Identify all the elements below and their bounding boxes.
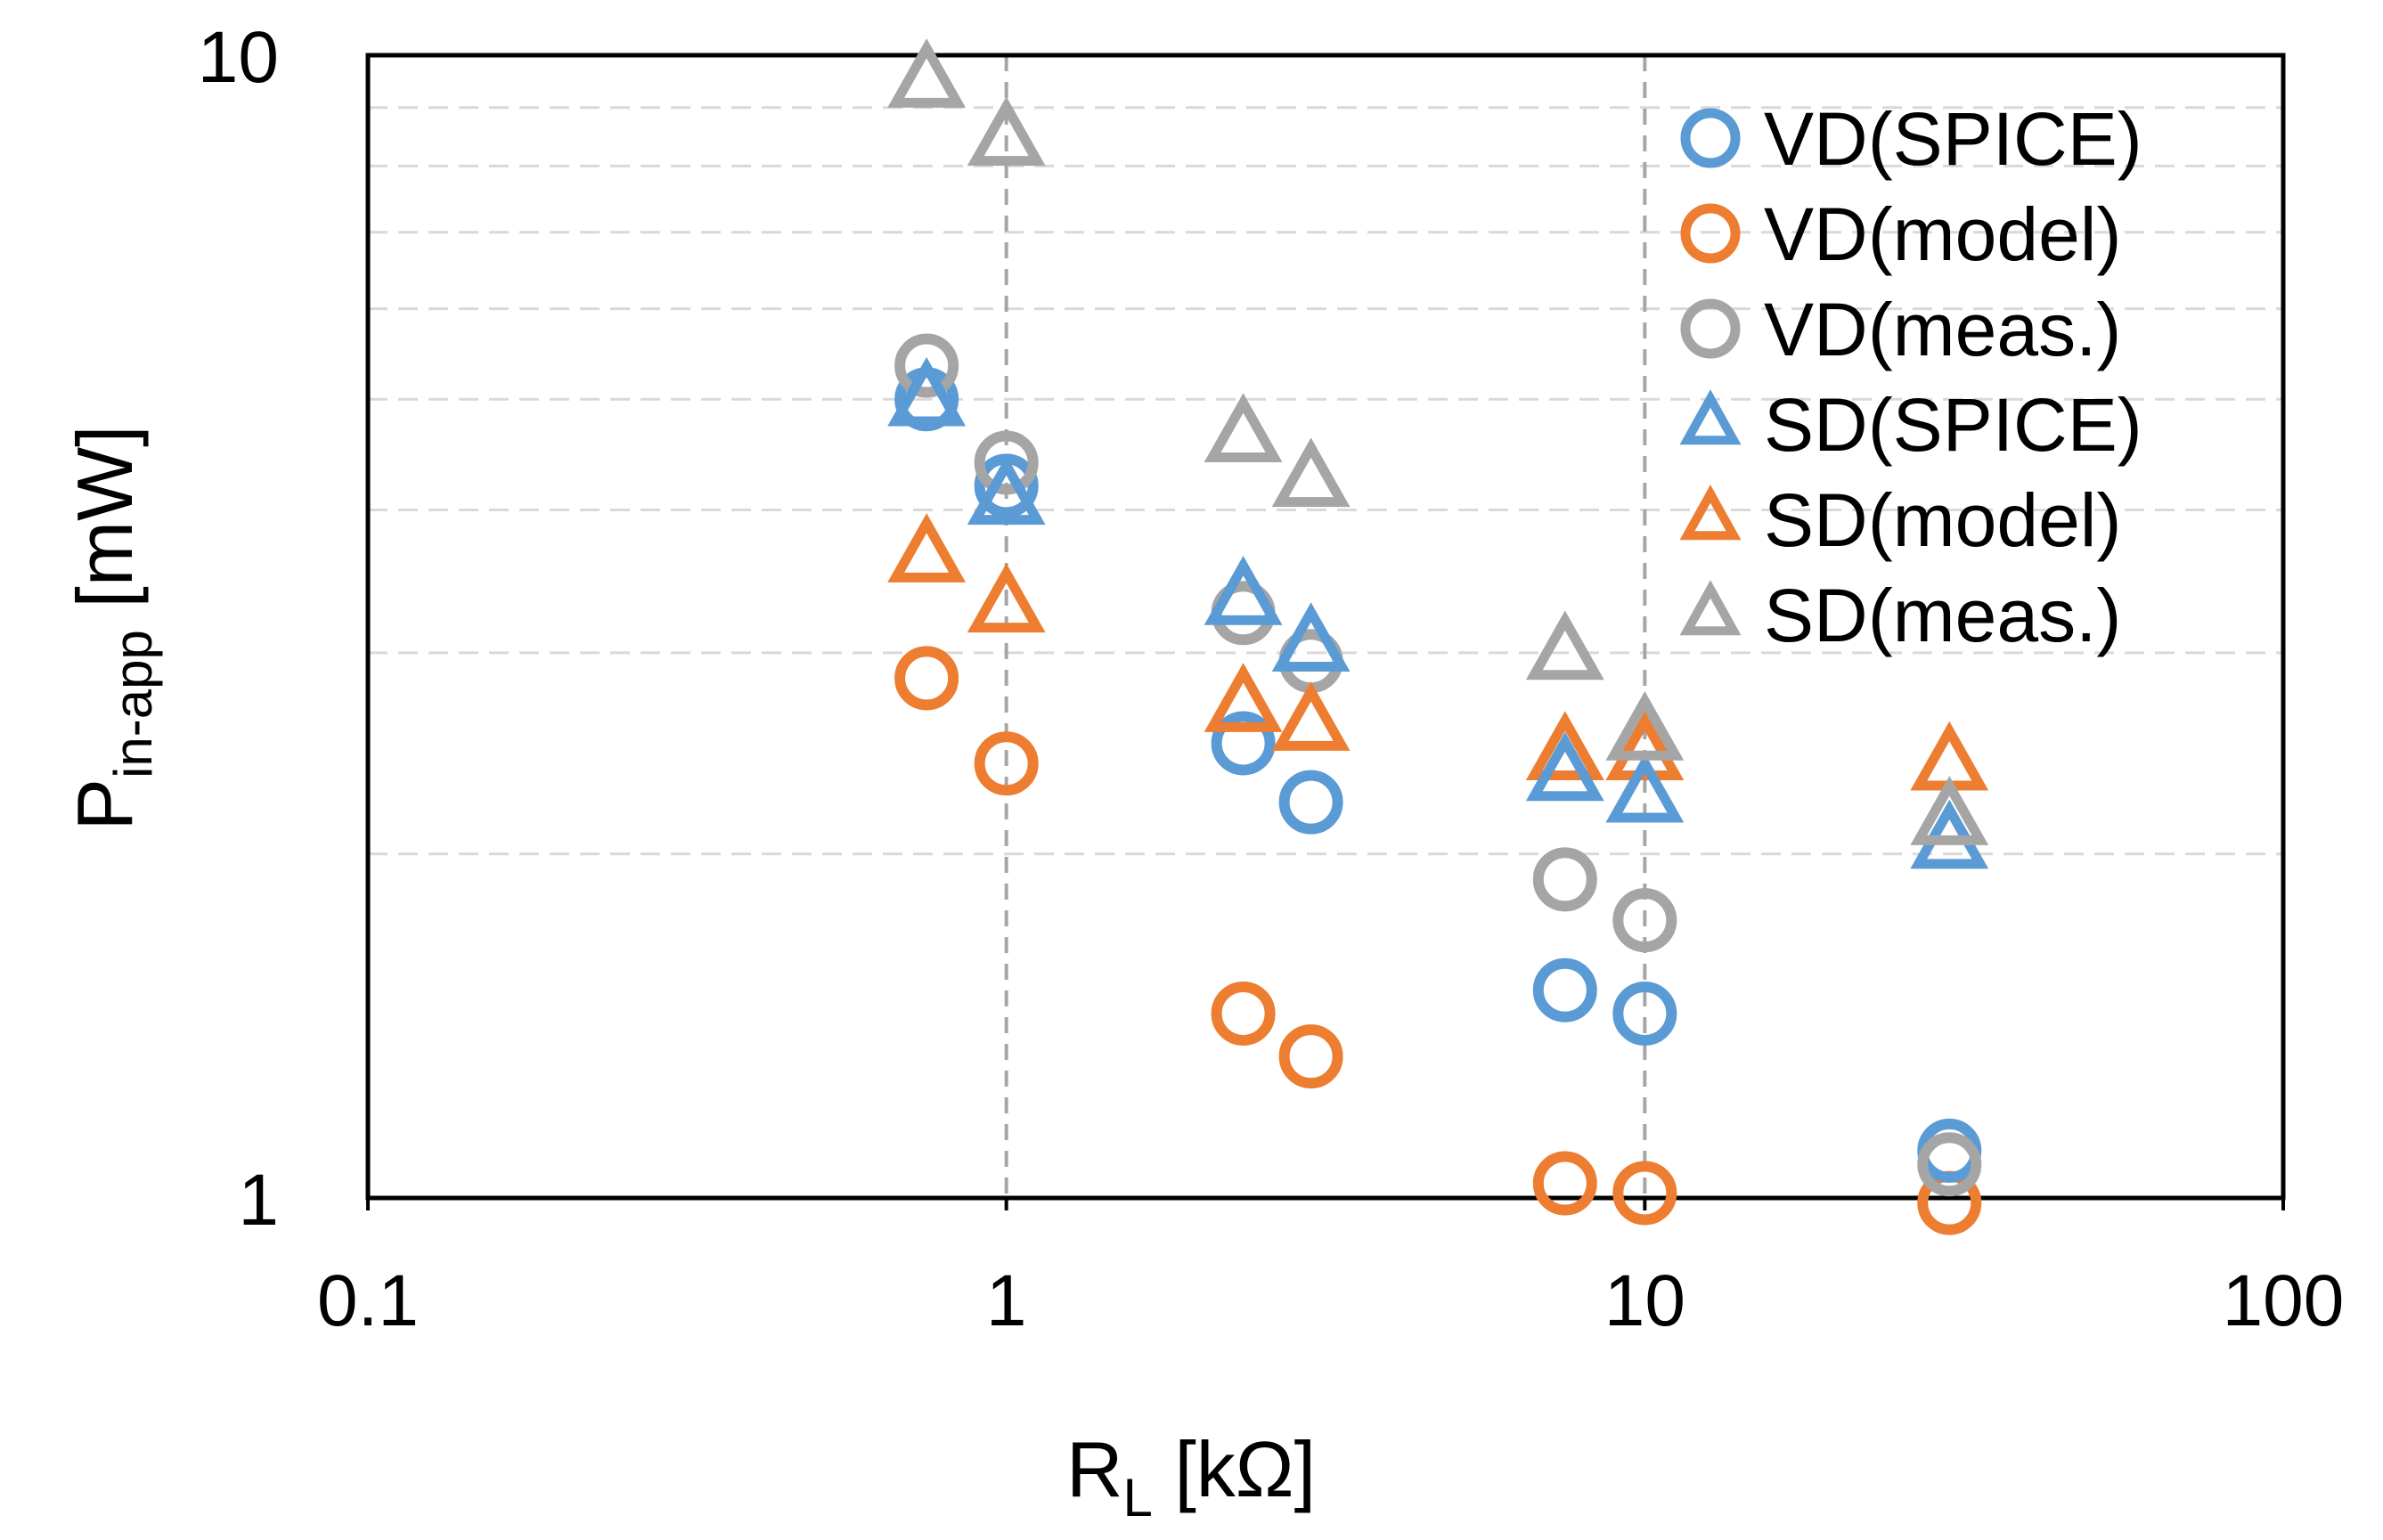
y-axis-title: Pin-app [mW] xyxy=(61,425,163,830)
legend-label: SD(SPICE) xyxy=(1764,383,2142,467)
legend-label: SD(meas.) xyxy=(1764,574,2121,657)
axis-ticks: 0.1 1 10 100 1 10 xyxy=(198,17,2345,1341)
x-axis-title-unit: [kΩ] xyxy=(1153,1425,1316,1513)
series-vd-model xyxy=(894,646,1982,1235)
legend-marker-circle xyxy=(1680,298,1741,359)
data-point-vd-spice xyxy=(1532,957,1597,1023)
y-tick-label: 1 xyxy=(238,1160,279,1241)
data-point-sd-meas xyxy=(967,96,1046,167)
data-point-vd-model xyxy=(1278,1024,1343,1089)
data-point-vd-spice xyxy=(1211,711,1276,776)
data-point-vd-meas xyxy=(1917,1132,1982,1197)
data-point-sd-model xyxy=(967,563,1046,633)
data-points xyxy=(887,38,1989,1235)
data-point-vd-spice xyxy=(1612,981,1677,1046)
legend-label: VD(model) xyxy=(1764,192,2121,276)
legend: VD(SPICE) VD(model) VD(meas.) SD(SPICE) SD(m… xyxy=(1679,97,2142,657)
series-sd-model xyxy=(887,513,1989,791)
data-point-sd-model xyxy=(1204,663,1283,732)
x-tick-label: 1 xyxy=(986,1260,1027,1341)
x-tick-label: 100 xyxy=(2223,1260,2345,1341)
series-sd-meas xyxy=(887,38,1989,845)
x-axis-title-main: R xyxy=(1066,1425,1123,1513)
data-point-sd-meas xyxy=(1271,437,1351,508)
data-point-sd-model xyxy=(1605,711,1685,781)
legend-label: SD(model) xyxy=(1764,478,2121,562)
data-point-sd-spice xyxy=(1605,753,1685,823)
x-axis-title-subscript: L xyxy=(1123,1468,1153,1528)
data-point-sd-model xyxy=(887,513,967,583)
y-axis-title-unit: [mW] xyxy=(61,425,149,630)
x-tick-label: 0.1 xyxy=(317,1260,419,1341)
data-point-vd-model xyxy=(1211,981,1276,1046)
legend-item-vd-spice: VD(SPICE) xyxy=(1680,97,2142,181)
data-point-vd-model xyxy=(1612,1161,1677,1226)
data-point-vd-spice xyxy=(1278,770,1343,835)
legend-marker-circle xyxy=(1680,108,1741,168)
legend-item-sd-spice: SD(SPICE) xyxy=(1679,383,2142,467)
data-point-sd-spice xyxy=(1271,602,1351,672)
y-tick-label: 10 xyxy=(198,17,279,98)
data-point-sd-spice xyxy=(1204,555,1283,625)
y-axis-title-subscript: in-app xyxy=(103,630,163,778)
legend-marker-triangle xyxy=(1679,485,1742,541)
data-point-sd-meas xyxy=(1204,393,1283,462)
data-point-vd-model xyxy=(974,731,1039,796)
legend-marker-circle xyxy=(1680,203,1741,264)
series-sd-spice xyxy=(887,356,1989,869)
legend-marker-triangle xyxy=(1679,389,1742,445)
legend-item-sd-meas: SD(meas.) xyxy=(1679,574,2121,657)
data-point-sd-meas xyxy=(887,38,967,108)
x-axis-title: RL [kΩ] xyxy=(1066,1425,1316,1528)
data-point-vd-model xyxy=(894,646,959,711)
legend-marker-triangle xyxy=(1679,580,1742,636)
data-point-sd-model xyxy=(1271,681,1351,751)
data-point-sd-meas xyxy=(1525,610,1604,680)
data-point-sd-spice xyxy=(1525,731,1604,802)
legend-item-sd-model: SD(model) xyxy=(1679,478,2121,562)
legend-label: VD(meas.) xyxy=(1764,288,2121,371)
data-point-vd-meas xyxy=(974,430,1039,495)
legend-item-vd-meas: VD(meas.) xyxy=(1680,288,2121,371)
data-point-sd-meas xyxy=(1910,776,1989,845)
data-point-vd-meas xyxy=(894,333,959,398)
data-point-vd-meas xyxy=(1532,847,1597,912)
legend-item-vd-model: VD(model) xyxy=(1680,192,2121,276)
data-point-vd-meas xyxy=(1612,888,1677,953)
plot-area-frame xyxy=(365,53,2286,1201)
data-point-sd-meas xyxy=(1605,691,1685,761)
data-point-vd-model xyxy=(1532,1151,1597,1216)
y-axis-title-main: P xyxy=(61,778,149,831)
legend-label: VD(SPICE) xyxy=(1764,97,2142,181)
data-point-sd-spice xyxy=(887,356,967,427)
data-point-sd-spice xyxy=(967,455,1046,526)
data-point-sd-model xyxy=(1525,711,1604,781)
x-tick-label: 10 xyxy=(1604,1260,1685,1341)
